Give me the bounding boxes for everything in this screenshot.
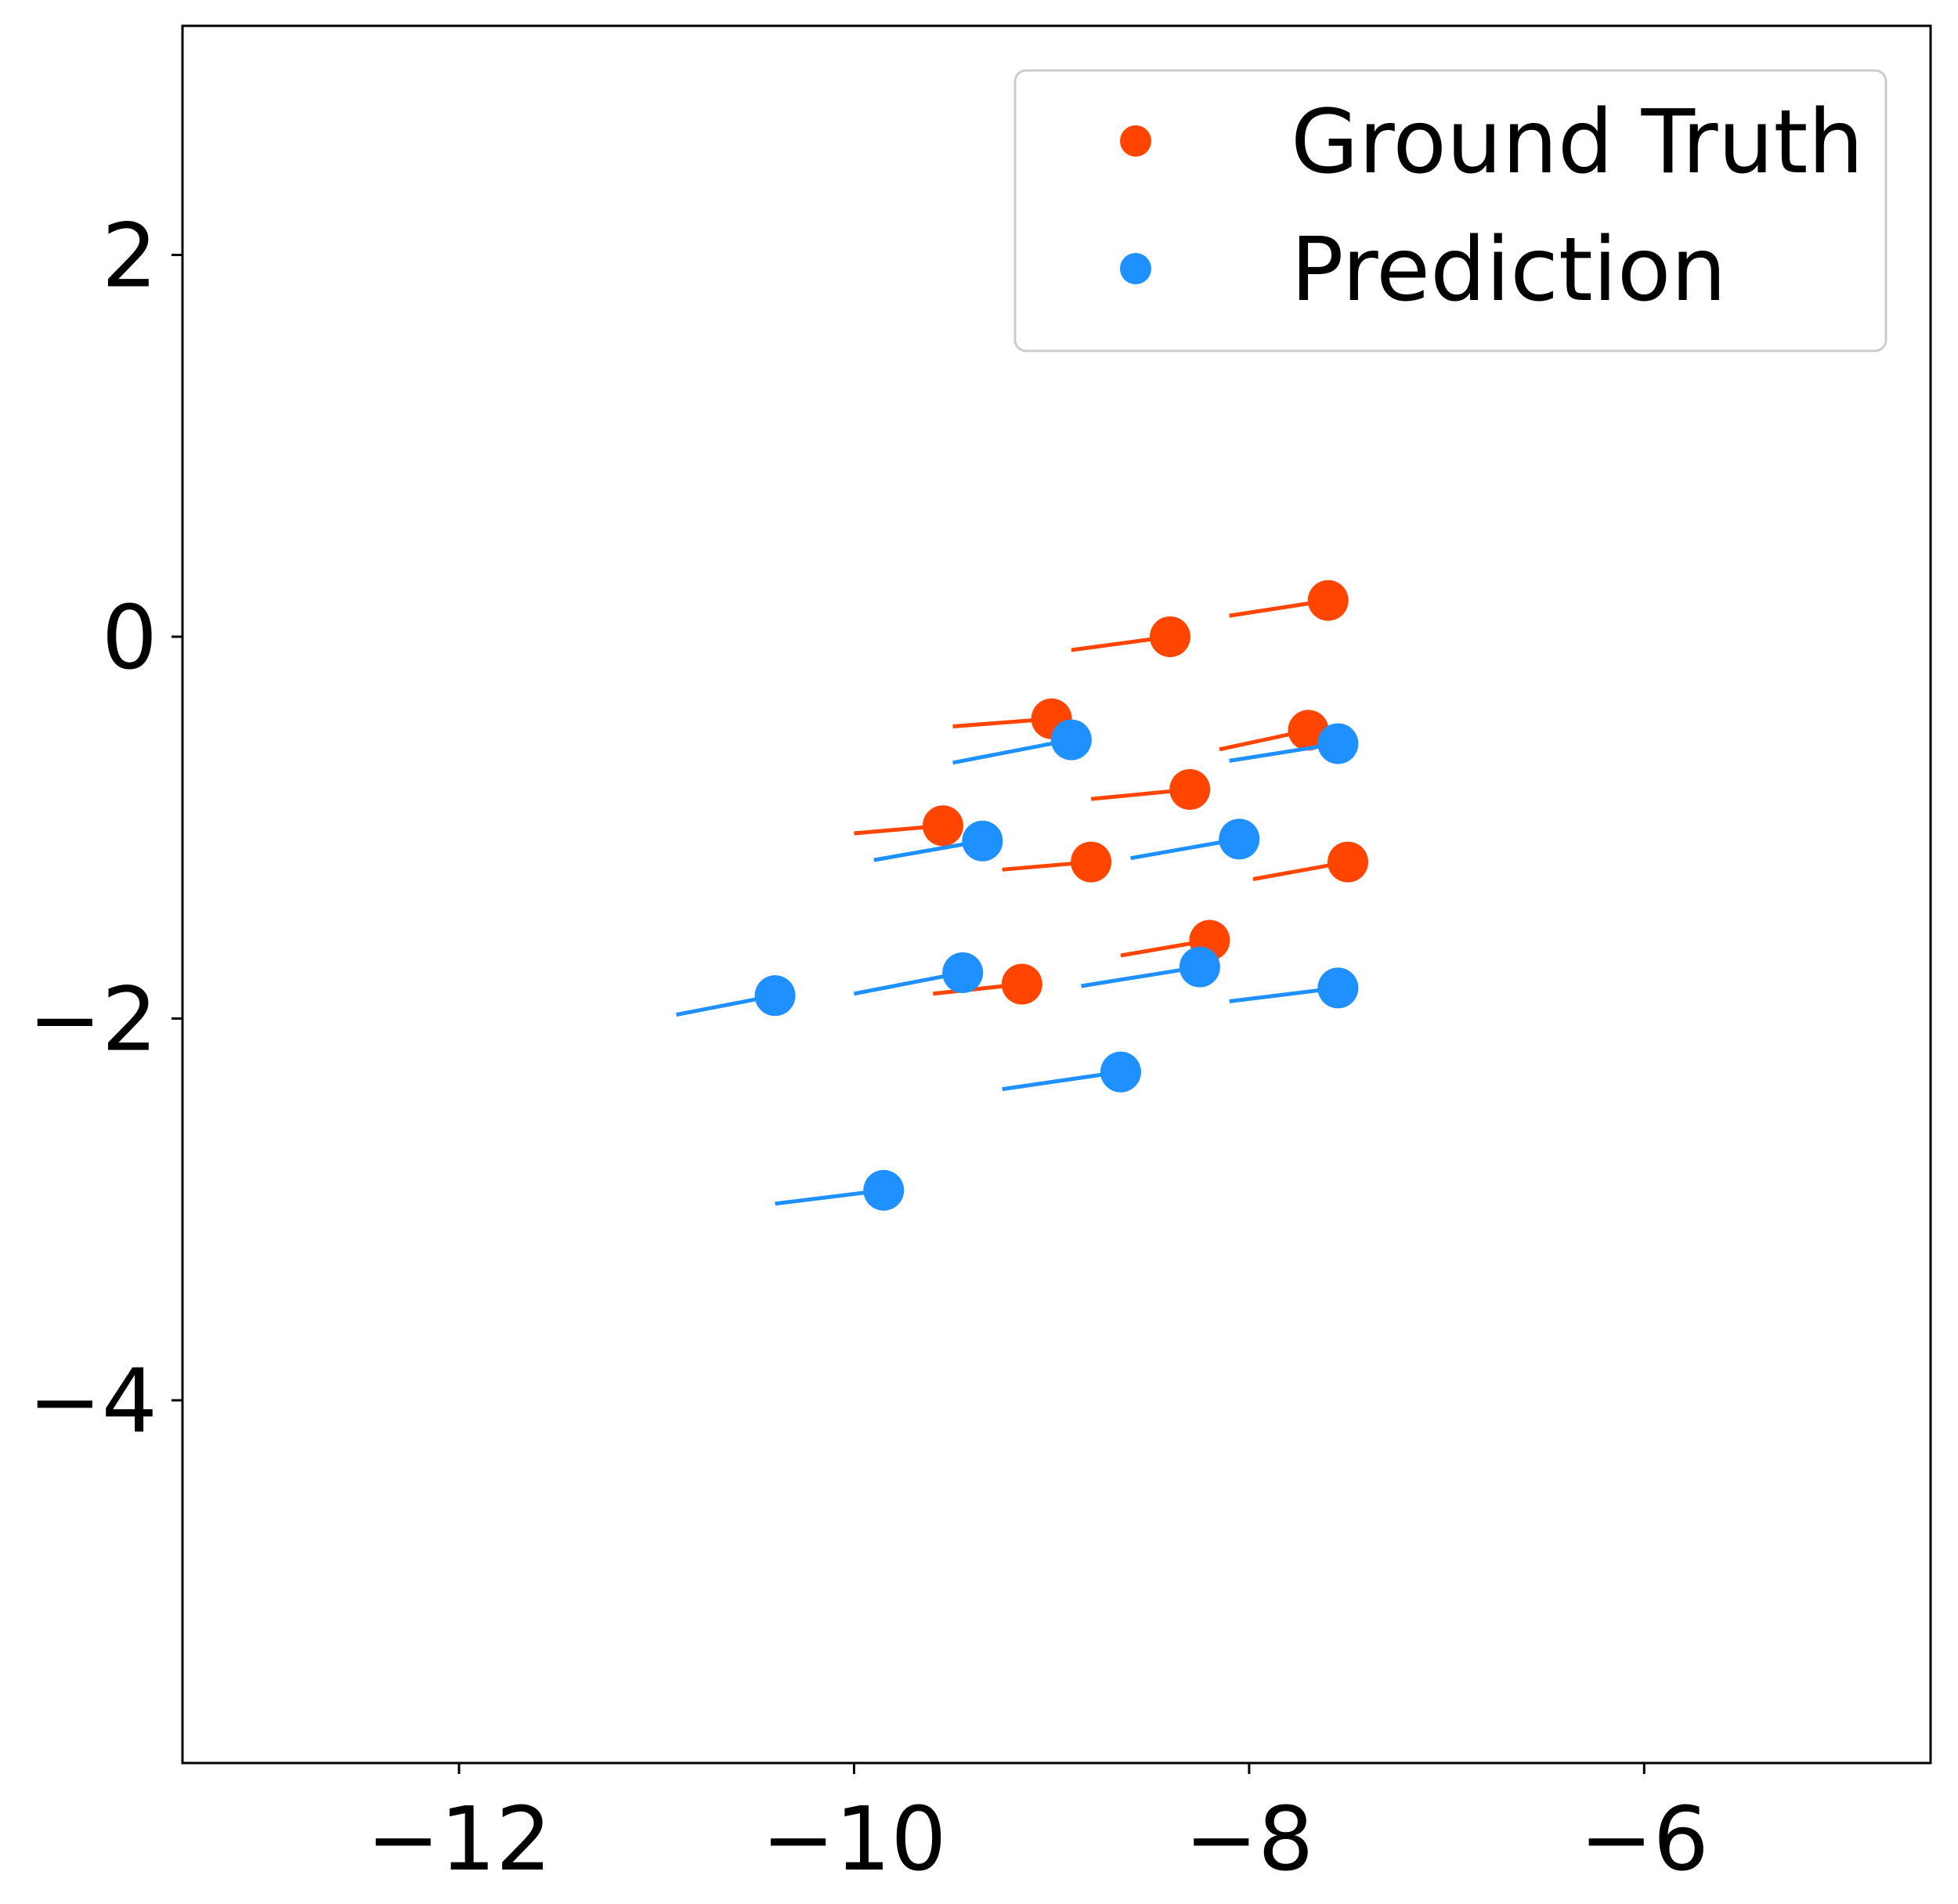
series-ground-truth (854, 580, 1368, 1005)
x-tick-label: −12 (367, 1789, 551, 1891)
legend-marker-ground-truth (1120, 125, 1151, 157)
y-tick-label: −2 (28, 969, 157, 1071)
ground-truth-point (1150, 616, 1191, 657)
y-tick-label: 2 (102, 205, 157, 307)
y-tick-label: 0 (102, 587, 157, 689)
x-tick-label: −8 (1184, 1789, 1313, 1891)
legend-marker-prediction (1120, 253, 1151, 284)
legend-label-prediction: Prediction (1291, 219, 1726, 321)
prediction-point (1317, 967, 1359, 1009)
series-prediction (676, 719, 1359, 1211)
prediction-point (1317, 723, 1359, 764)
prediction-point (1050, 719, 1092, 761)
prediction-point (863, 1169, 905, 1211)
prediction-point (754, 975, 796, 1017)
prediction-point (962, 820, 1003, 862)
legend: Ground Truth Prediction (1013, 69, 1888, 352)
ground-truth-point (1071, 841, 1112, 883)
y-tick-label: −4 (28, 1351, 157, 1453)
prediction-point (1219, 818, 1260, 860)
ground-truth-point (1307, 580, 1349, 621)
prediction-point (1100, 1051, 1141, 1093)
legend-box (1013, 69, 1888, 352)
ground-truth-point (1001, 963, 1042, 1005)
x-tick-label: −6 (1580, 1789, 1709, 1891)
legend-label-ground-truth: Ground Truth (1291, 92, 1863, 193)
data-marks (676, 580, 1368, 1211)
ground-truth-point (922, 805, 963, 847)
plot-frame (181, 24, 1932, 1765)
ground-truth-point (1169, 768, 1211, 810)
prediction-point (1179, 946, 1220, 988)
x-tick-label: −10 (761, 1789, 946, 1891)
prediction-point (942, 952, 984, 993)
y-axis-ticks: −4 −2 0 2 (28, 205, 182, 1453)
x-axis-ticks: −12 −10 −8 −6 (367, 1763, 1709, 1891)
ground-truth-point (1328, 841, 1368, 883)
